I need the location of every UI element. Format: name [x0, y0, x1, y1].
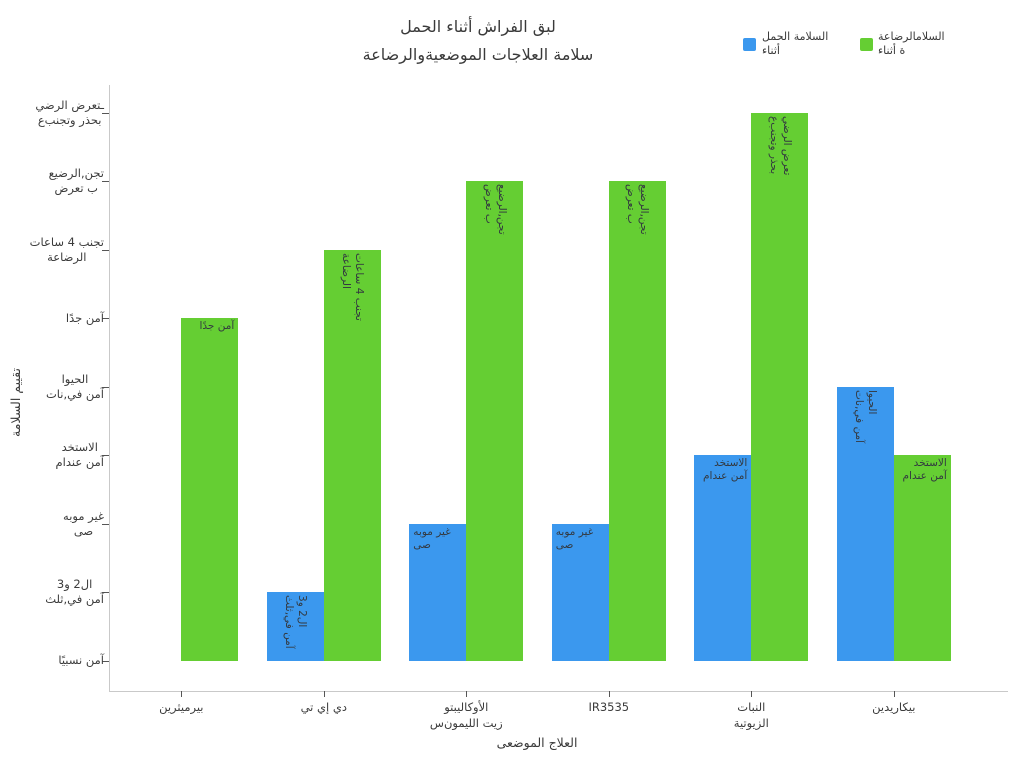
bar-label: تجنب 4 ساعات الرضاعة: [340, 252, 366, 321]
bar-pregnancy-3: غير موبه صى: [551, 523, 609, 661]
bar-label: غير موبه صى: [555, 525, 594, 551]
y-tick-label: تجنب 4 ساعات الرضاعة: [29, 234, 104, 264]
legend-label-breastfeeding: السلامالرضاعة ة أثناء: [878, 30, 945, 58]
y-tick-label-wrap: آمن جدًا: [0, 311, 104, 326]
y-tick-label-wrap: تجن,الرضيع ب تعرض: [0, 166, 104, 196]
y-tick-label: آمن نسبيًا: [58, 653, 104, 667]
bar-label: ال2 و3 آمن في,ثلث: [283, 595, 309, 649]
bar-label: الاستخد آمن عندام: [902, 457, 947, 482]
x-tick-label: بيرميثرين: [159, 700, 204, 714]
bar-breastfeeding-0: آمن جدًا: [181, 318, 239, 661]
y-tick-mark: [102, 386, 109, 388]
y-tick-mark: [102, 523, 109, 525]
y-tick-label-wrap: الاستخد آمن عندام: [0, 440, 104, 470]
y-tick-label-wrap: ال2 و3 آمن في,ثلث: [0, 577, 104, 607]
bar-label: تجن,الرضيع ب تعرض: [482, 184, 508, 235]
chart-title: لبق الفراش أثناء الحمل سلامة العلاجات ال…: [178, 13, 778, 69]
y-axis-spine: [109, 85, 110, 692]
y-tick-label: ال2 و3 آمن في,ثلث: [45, 577, 104, 606]
legend-swatch-pregnancy: [743, 38, 756, 51]
x-tick-label: النبات الزيوتية: [733, 700, 769, 730]
y-tick-label-wrap: غير موبه صى: [0, 509, 104, 539]
x-tick-mark: [181, 691, 183, 697]
x-tick-label: دي إي تي: [300, 700, 347, 714]
y-tick-label: الاستخد آمن عندام: [55, 440, 104, 469]
bar-label: آمن جدًا: [199, 320, 235, 332]
chart-title-line1: لبق الفراش أثناء الحمل: [400, 17, 556, 36]
bar-pregnancy-5: الحيوا آمن في,نات: [836, 386, 894, 661]
bar-label: تجن,الرضيع ب تعرض: [625, 184, 651, 235]
x-tick-mark: [608, 691, 610, 697]
x-axis-title: العلاج الموضعى: [496, 735, 578, 750]
y-tick-mark: [102, 455, 109, 456]
y-tick-label-wrap: ـتعرض الرضي بحذر وتجنب‌ع: [0, 98, 104, 128]
legend-label-pregnancy: السلامة الحمل أثناء: [762, 30, 828, 58]
legend-label-pregnancy-line2: أثناء: [762, 44, 780, 57]
y-tick-mark: [102, 181, 109, 182]
y-tick-mark: [102, 249, 109, 251]
bar-label: الحيوا آمن في,نات: [853, 389, 879, 443]
y-tick-label-wrap: تجنب 4 ساعات الرضاعة: [0, 235, 104, 265]
bar-pregnancy-4: الاستخد آمن عندام: [694, 455, 752, 661]
y-tick-label: الحيوا آمن في,نات: [45, 371, 104, 401]
bar-pregnancy-2: غير موبه صى: [409, 523, 467, 661]
legend-swatch-breastfeeding: [860, 38, 873, 51]
x-tick-mark: [323, 691, 325, 697]
bar-breastfeeding-1: تجنب 4 ساعات الرضاعة: [323, 249, 381, 661]
bar-breastfeeding-3: تجن,الرضيع ب تعرض: [608, 181, 666, 661]
bar-breastfeeding-4: تعرض الرضي بحذر وتجنب‌ع: [751, 112, 809, 661]
y-tick-mark: [102, 318, 109, 319]
x-tick-mark: [751, 691, 753, 697]
y-tick-label: ـتعرض الرضي بحذر وتجنب‌ع: [35, 97, 104, 127]
y-tick-label: تجن,الرضيع ب تعرض: [48, 166, 104, 195]
bar-label: تعرض الرضي بحذر وتجنب‌ع: [767, 115, 793, 175]
legend-label-breastfeeding-line2: ة أثناء: [878, 44, 906, 57]
y-tick-label-wrap: آمن نسبيًا: [0, 653, 104, 668]
legend-label-breastfeeding-line1: السلامالرضاعة: [878, 30, 945, 43]
x-tick-label: الأوكاليبتو زيت الليمون‌س: [429, 700, 503, 730]
bar-label: غير موبه صى: [413, 525, 451, 551]
bar-breastfeeding-2: تجن,الرضيع ب تعرض: [466, 181, 524, 661]
legend-label-pregnancy-line1: السلامة الحمل: [762, 30, 829, 43]
y-tick-mark: [102, 112, 109, 114]
x-tick-label: بيكاريدين: [872, 700, 916, 714]
x-axis-spine: [109, 691, 1008, 692]
y-tick-label: غير موبه صى: [63, 508, 104, 538]
y-tick-mark: [102, 660, 109, 662]
y-tick-mark: [102, 592, 109, 593]
bar-pregnancy-1: ال2 و3 آمن في,ثلث: [266, 592, 324, 661]
y-tick-label: آمن جدًا: [65, 310, 104, 325]
bar-breastfeeding-5: الاستخد آمن عندام: [893, 455, 951, 661]
bar-label: الاستخد آمن عندام: [703, 457, 748, 482]
x-tick-mark: [466, 691, 468, 697]
y-tick-label-wrap: الحيوا آمن في,نات: [0, 372, 104, 402]
chart-title-line2: سلامة العلاجات الموضعيةوالرضاعة: [362, 45, 594, 64]
x-tick-mark: [893, 691, 895, 697]
x-tick-label: IR3535: [588, 700, 630, 714]
